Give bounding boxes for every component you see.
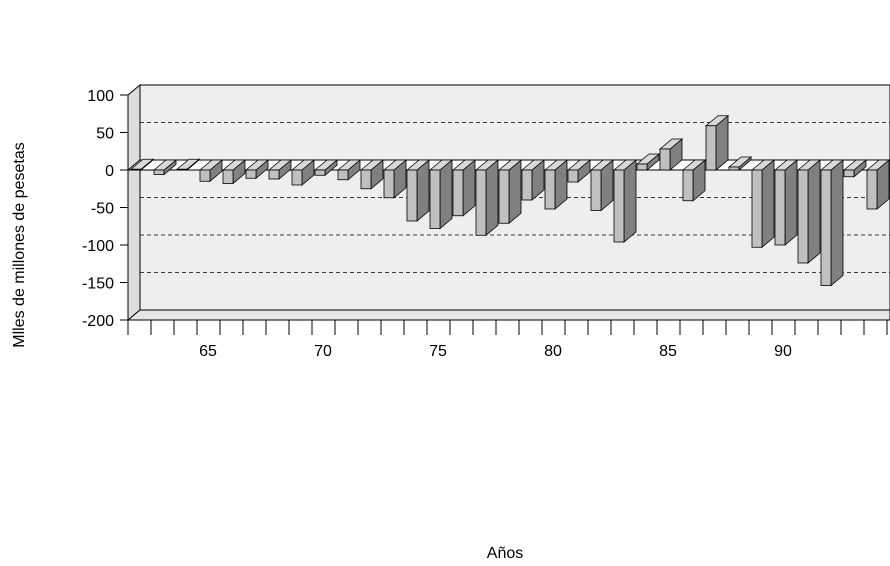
bar-face [544, 169, 556, 210]
bar [635, 153, 661, 171]
bar [796, 159, 822, 264]
bar [750, 159, 776, 249]
bar [704, 114, 730, 171]
x-tick-label: 85 [659, 343, 677, 360]
x-tick-labels: 65 70 75 80 85 90 [199, 343, 792, 360]
bar [152, 159, 178, 176]
bar-face [452, 169, 464, 217]
bar-face [498, 169, 510, 224]
bar-face [613, 169, 625, 243]
bar-face [429, 169, 441, 229]
y-tick-label: 50 [96, 126, 114, 143]
bar [405, 159, 431, 222]
bar-face [705, 125, 717, 171]
bar-side [623, 159, 637, 243]
bar [359, 159, 385, 190]
bar-face [659, 148, 671, 171]
axes [120, 94, 890, 335]
bar [865, 159, 890, 210]
bar-face [153, 169, 165, 175]
bar-face [751, 169, 763, 248]
bar [681, 159, 707, 202]
bar-face [291, 169, 303, 186]
bar [474, 159, 500, 237]
bar [497, 159, 523, 225]
bar [566, 159, 592, 183]
bar [428, 159, 454, 230]
bar [819, 159, 845, 287]
bar-face [820, 169, 832, 286]
bar [267, 159, 293, 180]
y-tick-label: 100 [87, 88, 114, 105]
x-tick-label: 80 [544, 343, 562, 360]
bar-side [508, 159, 522, 225]
bar-side [784, 159, 798, 246]
bar [198, 159, 224, 183]
bar-face [383, 169, 395, 199]
bar [382, 159, 408, 199]
bar-face [843, 169, 855, 178]
bar-face [268, 169, 280, 180]
bars [126, 114, 890, 287]
x-tick-label: 90 [774, 343, 792, 360]
y-tick-label: 0 [105, 163, 114, 180]
bar-face [199, 169, 211, 182]
bar [451, 159, 477, 217]
bar-face [682, 169, 694, 202]
bar [129, 158, 155, 171]
floor [126, 309, 890, 321]
bar [612, 159, 638, 243]
x-axis-title: Años [487, 545, 523, 562]
bar [290, 159, 316, 186]
y-tick-labels: 100 50 0 -50 -100 -150 -200 [82, 88, 114, 330]
bar-face [222, 169, 234, 184]
bar-face [774, 169, 786, 246]
bar-face [406, 169, 418, 222]
y-axis-title: Mlles de millones de pesetas [11, 142, 28, 347]
y-tick-label: -50 [91, 201, 114, 218]
bar-side [761, 159, 775, 249]
bar-face [636, 163, 648, 171]
bar-side [830, 159, 844, 287]
bar-face [475, 169, 487, 236]
x-tick-label: 75 [429, 343, 447, 360]
bar-face [176, 168, 188, 171]
bar [175, 158, 201, 171]
bar-face [337, 169, 349, 181]
bar-face [521, 169, 533, 201]
side-wall [127, 83, 141, 322]
x-tick-label: 70 [314, 343, 332, 360]
bar-face [567, 169, 579, 183]
bar-face [590, 169, 602, 211]
bar-side [807, 159, 821, 264]
bar-side [439, 159, 453, 230]
bar-face [866, 169, 878, 210]
bar-side [485, 159, 499, 237]
bar-face [130, 168, 142, 171]
bar [221, 159, 247, 185]
bar [727, 156, 753, 171]
bar [658, 138, 684, 171]
bar-side [416, 159, 430, 222]
bar [842, 159, 868, 178]
y-tick-label: -150 [82, 276, 114, 293]
y-tick-label: -200 [82, 313, 114, 330]
bar [520, 159, 546, 201]
bar-face [728, 166, 740, 171]
y-tick-label: -100 [82, 238, 114, 255]
bar [589, 159, 615, 212]
bar-face [360, 169, 372, 190]
bar [543, 159, 569, 210]
bar [313, 159, 339, 177]
bar [773, 159, 799, 246]
bar-face [797, 169, 809, 264]
bar-face [245, 169, 257, 179]
x-tick-label: 65 [199, 343, 217, 360]
bar [336, 159, 362, 181]
bar [244, 159, 270, 180]
bar-face [314, 169, 326, 176]
